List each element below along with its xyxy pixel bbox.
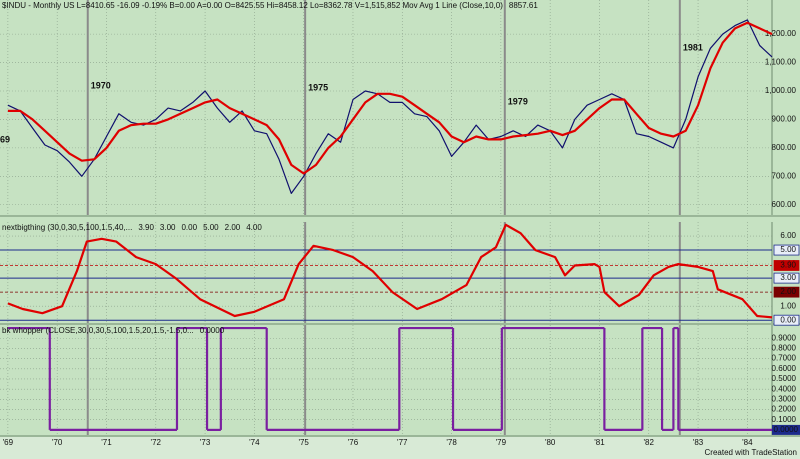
panel-title-value: 0.0000	[200, 326, 225, 335]
panel-title: bk whopper (CLOSE,30,0,30,5,100,1.5,20,1…	[2, 326, 194, 335]
credit: Created with TradeStation	[705, 448, 798, 457]
x-tick-label: '84	[742, 438, 753, 447]
y-tick-label: 0.5000	[772, 374, 797, 383]
y-tick-label: 0.4000	[772, 384, 797, 393]
x-tick-label: '76	[348, 438, 359, 447]
y-tick-label: 800.00	[772, 143, 797, 152]
header-value: 4.00	[246, 223, 262, 232]
level-label: 5.00	[780, 245, 796, 254]
x-tick-label: '74	[249, 438, 260, 447]
header-value: 0.00	[181, 223, 197, 232]
x-tick-label: '77	[397, 438, 408, 447]
x-tick-label: '82	[644, 438, 655, 447]
y-tick-label: 1.00	[780, 301, 796, 310]
level-label: 3.90	[780, 261, 796, 270]
level-badge	[773, 286, 800, 298]
x-tick-label: '75	[298, 438, 309, 447]
level-label: 3.00	[780, 273, 796, 282]
y-tick-label: 0.1000	[772, 415, 797, 424]
y-tick-label: 0.9000	[772, 333, 797, 342]
y-tick-label: 0.3000	[772, 394, 797, 403]
level-badge	[773, 272, 800, 284]
annotation: 1975	[308, 82, 328, 92]
axis-strip	[0, 437, 800, 459]
y-tick-label: 0.6000	[772, 364, 797, 373]
x-tick-label: '71	[101, 438, 112, 447]
annotation: 1970	[91, 80, 111, 90]
panel-title: $INDU - Monthly US L=8410.65 -16.09 -0.1…	[2, 1, 503, 10]
last-value-badge	[772, 424, 800, 435]
x-tick-label: '80	[545, 438, 556, 447]
y-tick-label: 0.2000	[772, 405, 797, 414]
y-tick-label: 1,200.00	[765, 29, 797, 38]
series-line	[7, 223, 773, 319]
y-tick-label: 0.8000	[772, 344, 797, 353]
y-tick-label: 1,100.00	[765, 58, 797, 67]
panel-title-value: 8857.61	[509, 1, 538, 10]
x-tick-label: '73	[200, 438, 211, 447]
level-label: 0.00	[780, 315, 796, 324]
last-value-label: 0.0000	[774, 425, 799, 434]
annotation: 1979	[508, 96, 528, 106]
series-line	[7, 21, 773, 175]
x-tick-label: '83	[693, 438, 704, 447]
x-tick-label: '79	[496, 438, 507, 447]
y-tick-label: 6.00	[780, 231, 796, 240]
annotation: 1981	[683, 42, 703, 52]
y-tick-label: 600.00	[772, 200, 797, 209]
header-value: 3.90	[138, 223, 154, 232]
y-tick-label: 900.00	[772, 115, 797, 124]
level-badge	[773, 244, 800, 256]
y-tick-label: 700.00	[772, 171, 797, 180]
header-value: 2.00	[225, 223, 241, 232]
annotation: 69	[0, 134, 10, 144]
series-line	[7, 19, 773, 194]
y-tick-label: 1,000.00	[765, 86, 797, 95]
x-tick-label: '70	[52, 438, 63, 447]
y-tick-label: 0.7000	[772, 354, 797, 363]
panel-title: nextbigthing (30,0,30,5,100,1.5,40,...	[2, 223, 132, 232]
header-value: 5.00	[203, 223, 219, 232]
level-label: 2.00	[780, 287, 796, 296]
level-badge	[773, 260, 800, 271]
level-badge	[773, 314, 800, 326]
x-tick-label: '81	[594, 438, 605, 447]
x-tick-label: '69	[3, 438, 14, 447]
x-tick-label: '78	[446, 438, 457, 447]
header-value: 3.00	[160, 223, 176, 232]
x-tick-label: '72	[151, 438, 162, 447]
